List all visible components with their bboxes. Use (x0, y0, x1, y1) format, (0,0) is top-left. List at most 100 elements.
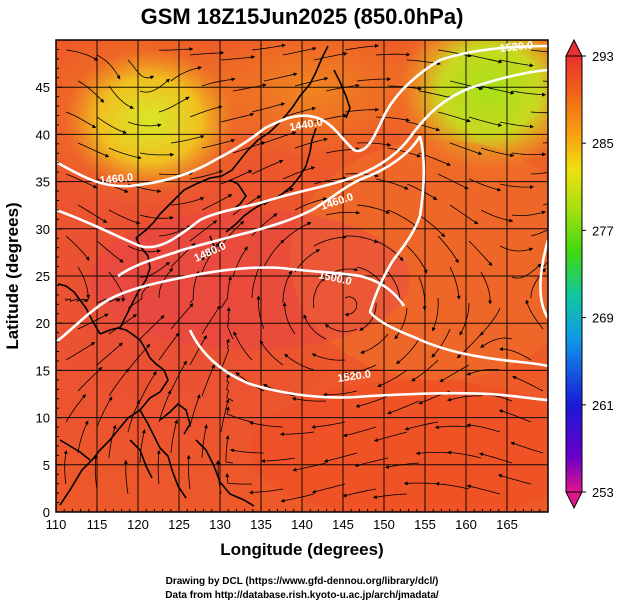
streamline (249, 421, 284, 428)
streamline (201, 242, 220, 273)
streamline (123, 459, 129, 495)
streamline (225, 473, 253, 485)
x-tick-label: 125 (168, 517, 190, 532)
y-tick-label: 25 (36, 269, 50, 284)
streamline (282, 166, 316, 180)
streamline (360, 333, 389, 354)
streamline (65, 235, 90, 261)
streamline (385, 462, 420, 469)
map-field: 1440.0 1460.0 1460.0 1480.0 1500.0 1520.… (56, 40, 548, 512)
streamline (263, 131, 297, 144)
streamline (311, 483, 346, 494)
streamline (449, 80, 484, 91)
streamline (220, 398, 230, 433)
streamline (233, 331, 253, 361)
streamline (313, 51, 348, 61)
streamline (542, 261, 548, 268)
streamline (480, 85, 515, 95)
streamline (479, 452, 513, 464)
contour-label: 1460.0 (99, 172, 134, 187)
streamline (139, 429, 146, 464)
streamline (108, 314, 137, 335)
streamline (294, 137, 328, 149)
streamline (77, 266, 91, 300)
streamline (499, 59, 534, 68)
streamline (342, 488, 377, 498)
streamline (77, 313, 109, 330)
streamline (189, 335, 207, 366)
streamline (186, 454, 191, 490)
x-tick-label: 110 (46, 517, 67, 532)
contour-label: 1520.0 (337, 368, 372, 385)
streamline (437, 235, 459, 264)
streamline (189, 270, 200, 304)
streamline (375, 116, 411, 122)
colorbar-scale (565, 55, 583, 493)
streamline (313, 176, 348, 185)
streamline (512, 375, 544, 392)
streamline (437, 49, 472, 58)
colorbar-tick-label: 277 (592, 223, 614, 238)
colorbar-tick-label: 269 (592, 311, 614, 326)
streamline (232, 246, 248, 278)
streamline (170, 197, 205, 206)
streamline (65, 394, 86, 423)
streamline (377, 369, 408, 388)
streamline (284, 353, 315, 371)
streamline (343, 364, 377, 376)
streamline (96, 240, 124, 263)
streamline (220, 55, 256, 61)
streamline (403, 481, 439, 486)
x-tick-label: 115 (87, 517, 108, 532)
streamline (127, 399, 140, 433)
streamline (251, 159, 284, 175)
streamline (225, 373, 234, 402)
streamline (251, 264, 261, 299)
streamline (220, 338, 230, 371)
streamline (77, 366, 103, 392)
streamline (418, 214, 446, 238)
streamline (344, 107, 380, 113)
streamline (77, 80, 105, 103)
streamline (248, 488, 284, 495)
streamline (418, 276, 427, 311)
streamline (282, 302, 296, 335)
streamline (468, 54, 503, 64)
streamline (359, 302, 377, 331)
streamline (201, 364, 215, 397)
streamline (344, 43, 379, 51)
y-tick-label: 20 (36, 316, 50, 331)
streamline (511, 210, 546, 216)
streamline (437, 111, 471, 123)
x-tick-label: 165 (496, 517, 518, 532)
streamline (466, 423, 501, 433)
streamline (259, 340, 284, 366)
streamline (232, 83, 267, 92)
streamline (93, 454, 98, 490)
streamline (497, 474, 532, 485)
streamline (313, 113, 348, 123)
streamline (77, 420, 89, 454)
streamline (96, 116, 128, 134)
x-tick-label: 140 (291, 517, 313, 532)
x-tick-label: 120 (127, 517, 149, 532)
streamline (229, 448, 264, 454)
streamline (65, 342, 96, 361)
streamline (158, 225, 192, 237)
streamline (480, 271, 493, 305)
streamline (96, 54, 121, 80)
streamline (96, 396, 113, 428)
y-tick-label: 45 (36, 80, 50, 95)
x-tick-label: 130 (209, 517, 231, 532)
streamline (220, 170, 253, 185)
x-tick-label: 135 (250, 517, 272, 532)
streamline (294, 197, 328, 211)
streamline (511, 152, 547, 157)
streamline (215, 459, 222, 495)
streamline (263, 72, 298, 82)
streamline (375, 52, 411, 57)
streamline (189, 170, 224, 180)
streamline (435, 481, 470, 490)
streamline (251, 102, 286, 113)
